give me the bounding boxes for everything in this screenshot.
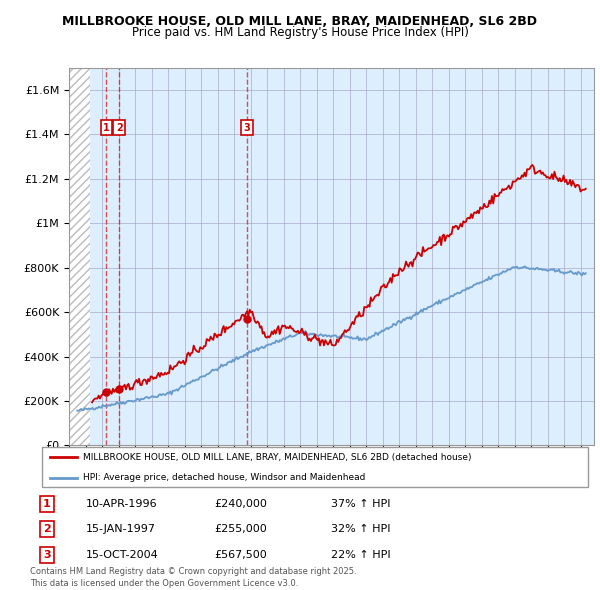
Text: Contains HM Land Registry data © Crown copyright and database right 2025.
This d: Contains HM Land Registry data © Crown c…: [30, 567, 356, 588]
Text: MILLBROOKE HOUSE, OLD MILL LANE, BRAY, MAIDENHEAD, SL6 2BD: MILLBROOKE HOUSE, OLD MILL LANE, BRAY, M…: [62, 15, 538, 28]
Text: HPI: Average price, detached house, Windsor and Maidenhead: HPI: Average price, detached house, Wind…: [83, 473, 365, 483]
Bar: [69, 68, 91, 445]
Text: 10-APR-1996: 10-APR-1996: [86, 499, 157, 509]
Text: 37% ↑ HPI: 37% ↑ HPI: [331, 499, 391, 509]
Text: 15-OCT-2004: 15-OCT-2004: [86, 550, 158, 560]
FancyBboxPatch shape: [42, 447, 588, 487]
Text: 1: 1: [103, 123, 110, 133]
Text: 3: 3: [244, 123, 251, 133]
Text: Price paid vs. HM Land Registry's House Price Index (HPI): Price paid vs. HM Land Registry's House …: [131, 26, 469, 39]
Text: 22% ↑ HPI: 22% ↑ HPI: [331, 550, 391, 560]
Text: 15-JAN-1997: 15-JAN-1997: [86, 525, 156, 534]
Text: £240,000: £240,000: [214, 499, 267, 509]
Text: £255,000: £255,000: [214, 525, 267, 534]
Text: £567,500: £567,500: [214, 550, 267, 560]
Text: 3: 3: [43, 550, 50, 560]
Text: 32% ↑ HPI: 32% ↑ HPI: [331, 525, 391, 534]
Text: 2: 2: [43, 525, 50, 534]
Text: 1: 1: [43, 499, 50, 509]
Text: 2: 2: [116, 123, 122, 133]
Text: MILLBROOKE HOUSE, OLD MILL LANE, BRAY, MAIDENHEAD, SL6 2BD (detached house): MILLBROOKE HOUSE, OLD MILL LANE, BRAY, M…: [83, 453, 472, 462]
